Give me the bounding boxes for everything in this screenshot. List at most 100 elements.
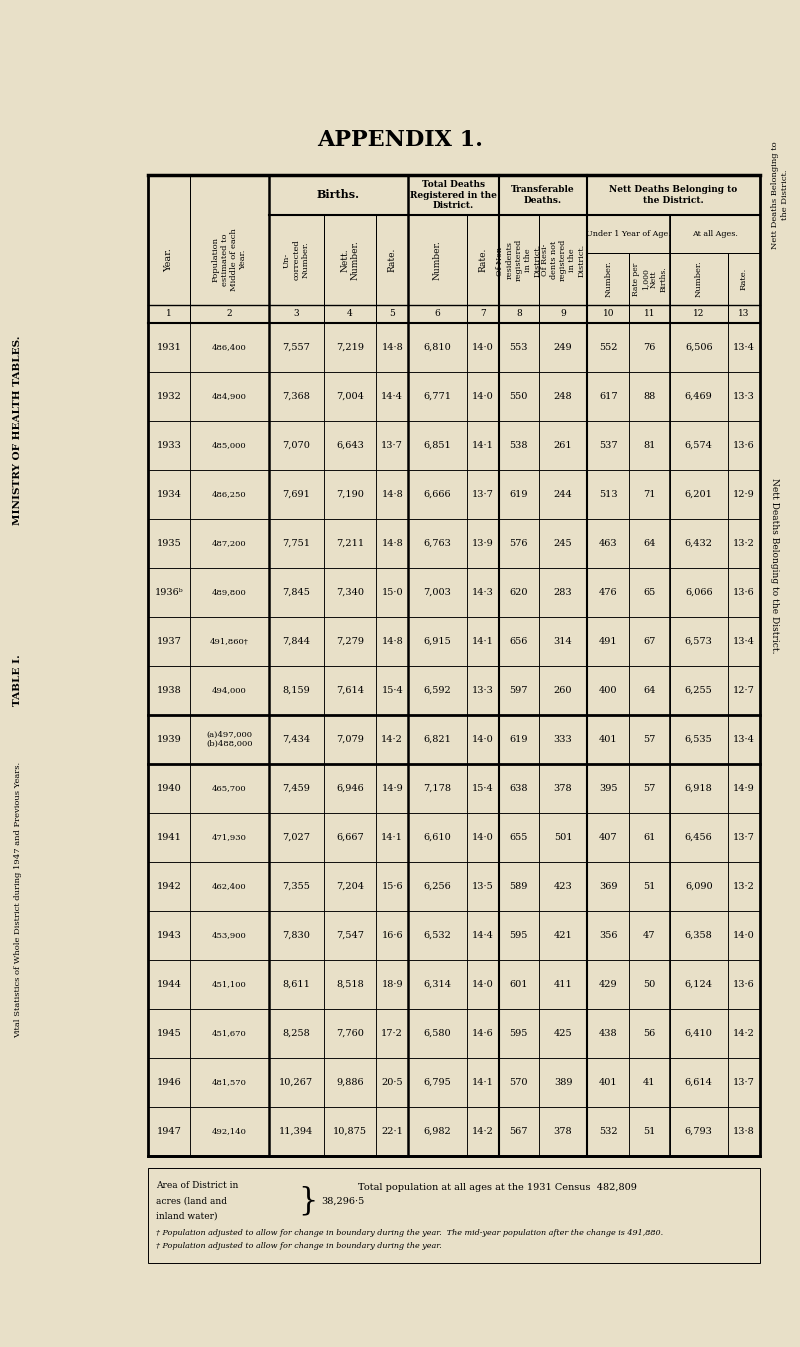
Text: 570: 570 xyxy=(510,1078,528,1087)
Text: Nett Deaths Belonging to
the District.: Nett Deaths Belonging to the District. xyxy=(771,141,789,249)
Text: 7,830: 7,830 xyxy=(282,931,310,940)
Text: TABLE I.: TABLE I. xyxy=(14,655,22,706)
Text: At all Ages.: At all Ages. xyxy=(692,230,738,238)
Text: 64: 64 xyxy=(643,539,656,548)
Text: 1935: 1935 xyxy=(157,539,182,548)
Bar xyxy=(728,304,760,323)
Text: 487,200: 487,200 xyxy=(212,540,246,547)
Text: 7,204: 7,204 xyxy=(336,882,364,890)
Bar xyxy=(148,323,190,372)
Text: 14·0: 14·0 xyxy=(472,832,494,842)
Text: 7,760: 7,760 xyxy=(336,1029,364,1039)
Text: 244: 244 xyxy=(554,490,573,498)
Bar xyxy=(148,665,190,715)
Text: 81: 81 xyxy=(643,440,656,450)
Bar xyxy=(376,960,408,1009)
Text: 9,886: 9,886 xyxy=(336,1078,364,1087)
Bar xyxy=(148,1107,190,1156)
Text: 14·1: 14·1 xyxy=(382,832,403,842)
Bar xyxy=(587,304,630,323)
Text: 401: 401 xyxy=(599,1078,618,1087)
Bar xyxy=(190,911,269,960)
Bar xyxy=(498,862,539,911)
Text: 51: 51 xyxy=(643,882,656,890)
Bar xyxy=(148,814,190,862)
Text: 88: 88 xyxy=(643,392,655,401)
Bar xyxy=(324,568,376,617)
Bar xyxy=(539,372,587,422)
Text: 656: 656 xyxy=(510,637,528,647)
Bar xyxy=(670,216,760,253)
Bar xyxy=(498,1009,539,1057)
Text: 6,255: 6,255 xyxy=(685,686,713,695)
Text: 9: 9 xyxy=(560,310,566,318)
Text: 11: 11 xyxy=(644,310,655,318)
Bar xyxy=(324,372,376,422)
Text: Total Deaths
Registered in the
District.: Total Deaths Registered in the District. xyxy=(410,180,497,210)
Bar xyxy=(148,764,190,814)
Bar xyxy=(408,1107,466,1156)
Bar xyxy=(670,422,728,470)
Text: 2: 2 xyxy=(226,310,232,318)
Text: 13·6: 13·6 xyxy=(733,589,754,597)
Bar xyxy=(190,715,269,764)
Bar xyxy=(148,862,190,911)
Bar xyxy=(190,1009,269,1057)
Bar xyxy=(728,1009,760,1057)
Bar xyxy=(630,568,670,617)
Text: 7,844: 7,844 xyxy=(282,637,310,647)
Bar xyxy=(376,422,408,470)
Text: 11,394: 11,394 xyxy=(279,1127,314,1136)
Text: 10,267: 10,267 xyxy=(279,1078,314,1087)
Bar xyxy=(269,862,324,911)
Text: 537: 537 xyxy=(599,440,618,450)
Bar xyxy=(539,617,587,665)
Text: 620: 620 xyxy=(510,589,528,597)
Text: Number.: Number. xyxy=(694,260,702,298)
Bar xyxy=(148,1009,190,1057)
Text: 7,004: 7,004 xyxy=(336,392,364,401)
Text: Total population at all ages at the 1931 Census  482,809: Total population at all ages at the 1931… xyxy=(358,1184,637,1192)
Bar xyxy=(376,814,408,862)
Text: 14·1: 14·1 xyxy=(472,1078,494,1087)
Text: 369: 369 xyxy=(599,882,618,890)
Bar xyxy=(324,422,376,470)
Bar xyxy=(408,1057,466,1107)
Bar xyxy=(408,323,466,372)
Text: APPENDIX 1.: APPENDIX 1. xyxy=(317,129,483,151)
Text: Number.: Number. xyxy=(433,240,442,280)
Text: 438: 438 xyxy=(599,1029,618,1039)
Bar xyxy=(190,323,269,372)
Text: 7,368: 7,368 xyxy=(282,392,310,401)
Text: 18·9: 18·9 xyxy=(382,981,403,989)
Bar xyxy=(269,617,324,665)
Text: 6,918: 6,918 xyxy=(685,784,713,793)
Text: 56: 56 xyxy=(643,1029,655,1039)
Text: 484,900: 484,900 xyxy=(212,392,247,400)
Text: 395: 395 xyxy=(599,784,618,793)
Text: 13·8: 13·8 xyxy=(733,1127,754,1136)
Bar xyxy=(148,1168,760,1263)
Bar xyxy=(148,519,190,568)
Bar xyxy=(408,519,466,568)
Text: 655: 655 xyxy=(510,832,528,842)
Text: 14·0: 14·0 xyxy=(472,981,494,989)
Text: 6,410: 6,410 xyxy=(685,1029,713,1039)
Text: 14·0: 14·0 xyxy=(733,931,754,940)
Bar xyxy=(539,764,587,814)
Text: 1934: 1934 xyxy=(157,490,182,498)
Bar xyxy=(148,304,190,323)
Text: 7,751: 7,751 xyxy=(282,539,310,548)
Bar xyxy=(539,665,587,715)
Bar xyxy=(630,764,670,814)
Text: Un-
corrected
Number.: Un- corrected Number. xyxy=(283,240,310,280)
Bar xyxy=(728,568,760,617)
Text: 20·5: 20·5 xyxy=(382,1078,403,1087)
Text: 513: 513 xyxy=(599,490,618,498)
Bar xyxy=(670,470,728,519)
Text: 14·2: 14·2 xyxy=(733,1029,755,1039)
Bar xyxy=(630,253,670,304)
Bar xyxy=(269,372,324,422)
Text: 14·4: 14·4 xyxy=(382,392,403,401)
Bar xyxy=(269,1107,324,1156)
